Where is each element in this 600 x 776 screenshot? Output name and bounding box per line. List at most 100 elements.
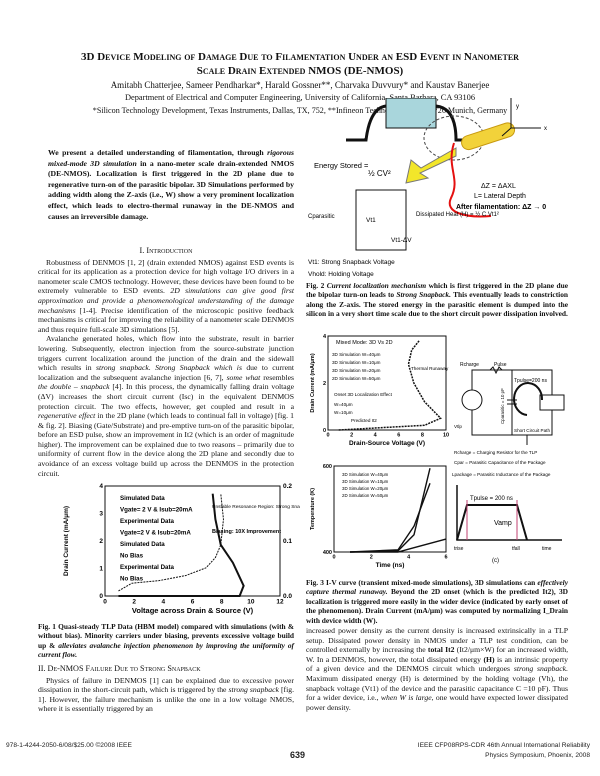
energy-arrow: [405, 147, 457, 184]
y-axis-label: Drain Current (mA/μm): [310, 353, 316, 412]
x-axis-label: Drain-Source Voltage (V): [349, 440, 425, 447]
vtlp-label: Vtlp: [454, 424, 462, 429]
figure-2-caption: Fig. 2 Current localization mechanism wh…: [306, 281, 569, 319]
y-tick-label: 600: [323, 464, 332, 470]
trise-label: trise: [454, 546, 464, 552]
device-outline: [346, 104, 496, 142]
x-tick-label: 8: [220, 599, 224, 606]
x-tick-label: 0: [332, 555, 335, 561]
x-tick-label: 8: [421, 433, 424, 439]
y2-tick-label: 0.1: [283, 538, 292, 545]
x-tick-label: 2: [370, 555, 373, 561]
lpackage-note: Lpackage = Parasitic Inductance of the P…: [452, 472, 551, 477]
legend-entry: Simulated Data: [120, 541, 165, 548]
after-filamentation-label: After filamentation: ΔZ → 0: [456, 204, 546, 211]
section-heading: I. Introduction: [139, 246, 193, 255]
y-tick-label: 2: [323, 381, 326, 387]
annotation: Unstable Resonance Region: Strong Snapba…: [212, 504, 300, 510]
figure-3b-chart: 0 2 4 6 400 600 Time (ns) Temperature (K) 3D Sim…: [310, 464, 448, 569]
circuit-wires: [471, 369, 553, 445]
circuit-box: [355, 189, 407, 251]
current-path: [448, 142, 492, 218]
vamp-label: Vamp: [494, 520, 512, 527]
series-line: [118, 493, 224, 592]
x-tick-label: 6: [397, 433, 400, 439]
legend-entry: 3D Simulation W=20μm: [342, 486, 389, 491]
filament: [461, 122, 516, 151]
legend-entry: 3D Simulation W=10μm: [332, 360, 381, 365]
y-tick-label: 0: [323, 428, 326, 434]
y-tick-label: 0: [99, 593, 103, 600]
y2-tick-label: 0.0: [283, 593, 292, 600]
pulse-markers: [466, 500, 518, 540]
x-tick-label: 4: [407, 555, 411, 561]
annotation: Onset 3D Localization Effect: [334, 392, 393, 397]
axis-x-label: x: [544, 126, 547, 132]
legend-entry: No Bias: [120, 576, 144, 583]
plot-frame: [327, 335, 447, 431]
x-tick-label: 10: [443, 433, 449, 439]
legend-entry: 2D Simulation W=50μm: [332, 376, 381, 381]
rcharge-note: Rcharge = Charging Resistor for the TLP: [454, 450, 537, 455]
energy-label: Energy Stored =: [314, 161, 369, 170]
y-tick-label: 1: [99, 566, 103, 573]
tpulse-label: Tpulse=200 ns: [514, 378, 547, 384]
figure-2-diagram: y x Energy Stored = ½ CV² ΔZ = ΔAXL L= La…: [308, 98, 547, 278]
x-tick-label: 4: [162, 599, 166, 606]
y-tick-label: 2: [99, 538, 103, 545]
annotation: W=40μm: [334, 402, 353, 407]
dut-box: [539, 394, 565, 411]
legend-entry: 3D Simulation W=10μm: [342, 479, 389, 484]
legend-entry: Experimental Data: [120, 564, 175, 571]
legend-entry: No Bias: [120, 553, 144, 560]
footer-copyright: 978-1-4244-2050-6/08/$25.00 ©2008 IEEE: [6, 742, 132, 749]
figure-3-circuit: Rcharge Pulse Tpulse=200 ns Cparasitic =…: [454, 362, 565, 465]
annotation: Predicted It2: [351, 418, 377, 423]
panel-label: (c): [492, 558, 499, 564]
legend-entry: Experimental Data: [120, 518, 175, 525]
cparasitic-label: Cparasitic: [308, 214, 335, 220]
figure-3-pulse: Lpackage = Parasitic Inductance of the P…: [452, 472, 562, 564]
x-tick-label: 10: [247, 599, 255, 606]
paragraph: Robustness of DENMOS [1, 2] (drain exten…: [38, 257, 294, 334]
series-line: [350, 538, 447, 553]
x-tick-label: 4: [374, 433, 378, 439]
pulse-label: Pulse: [494, 362, 507, 368]
x-tick-label: 12: [276, 599, 284, 606]
x-tick-label: 0: [103, 599, 107, 606]
cparasitic-value-label: Cparasitic = 10 pF: [500, 388, 505, 424]
pulse-axes: [456, 485, 562, 541]
right-column-text: increased power density as the current d…: [306, 626, 569, 712]
vhold-definition: Vhold: Holding Voltage: [308, 271, 374, 278]
section-heading: II. De-NMOS Failure Due to Strong Snapba…: [38, 664, 201, 673]
legend-entry: 3D Simulation W=40μm: [332, 352, 381, 357]
affiliation: Department of Electrical and Computer En…: [124, 93, 476, 102]
voltage-source: [461, 389, 483, 411]
introduction: I. Introduction Robustness of DENMOS [1,…: [38, 244, 294, 478]
short-circuit-label: Short Circuit Path: [514, 428, 550, 433]
legend-entry: Simulated Data: [120, 495, 165, 502]
affiliation-secondary: *Silicon Technology Development, Texas I…: [92, 106, 508, 115]
short-circuit-arrow: [513, 382, 544, 416]
y-axis-label: Drain Current (mA/μm): [63, 506, 70, 576]
figure-1-caption: Fig. 1 Quasi-steady TLP Data (HBM model)…: [38, 622, 294, 660]
legend-entry: 3D Simulation W=40μm: [342, 472, 389, 477]
paragraph: Physics of failure in DENMOS [1] can be …: [38, 675, 294, 714]
section-2: II. De-NMOS Failure Due to Strong Snapba…: [38, 662, 294, 714]
series-line: [349, 482, 431, 553]
axes-icon: [501, 98, 541, 137]
gate-region: [385, 98, 437, 129]
cpar-note: Cpar = Parasitic Capacitance of the Pack…: [454, 460, 546, 465]
x-tick-label: 6: [444, 555, 447, 561]
y-tick-label: 400: [323, 550, 332, 556]
x-axis-label: Voltage across Drain & Source (V): [132, 606, 254, 615]
time-label: time: [542, 546, 552, 552]
annotation: Biasing: 10X Improvement: [212, 529, 281, 535]
figure-3-caption: Fig. 3 I-V curve (transient mixed-mode s…: [306, 578, 568, 625]
pulse-shape: [456, 504, 528, 541]
dissipated-heat-label: Dissipated Heat (H) = ½ C Vt1²: [416, 211, 499, 218]
y2-tick-label: 0.2: [283, 483, 292, 490]
